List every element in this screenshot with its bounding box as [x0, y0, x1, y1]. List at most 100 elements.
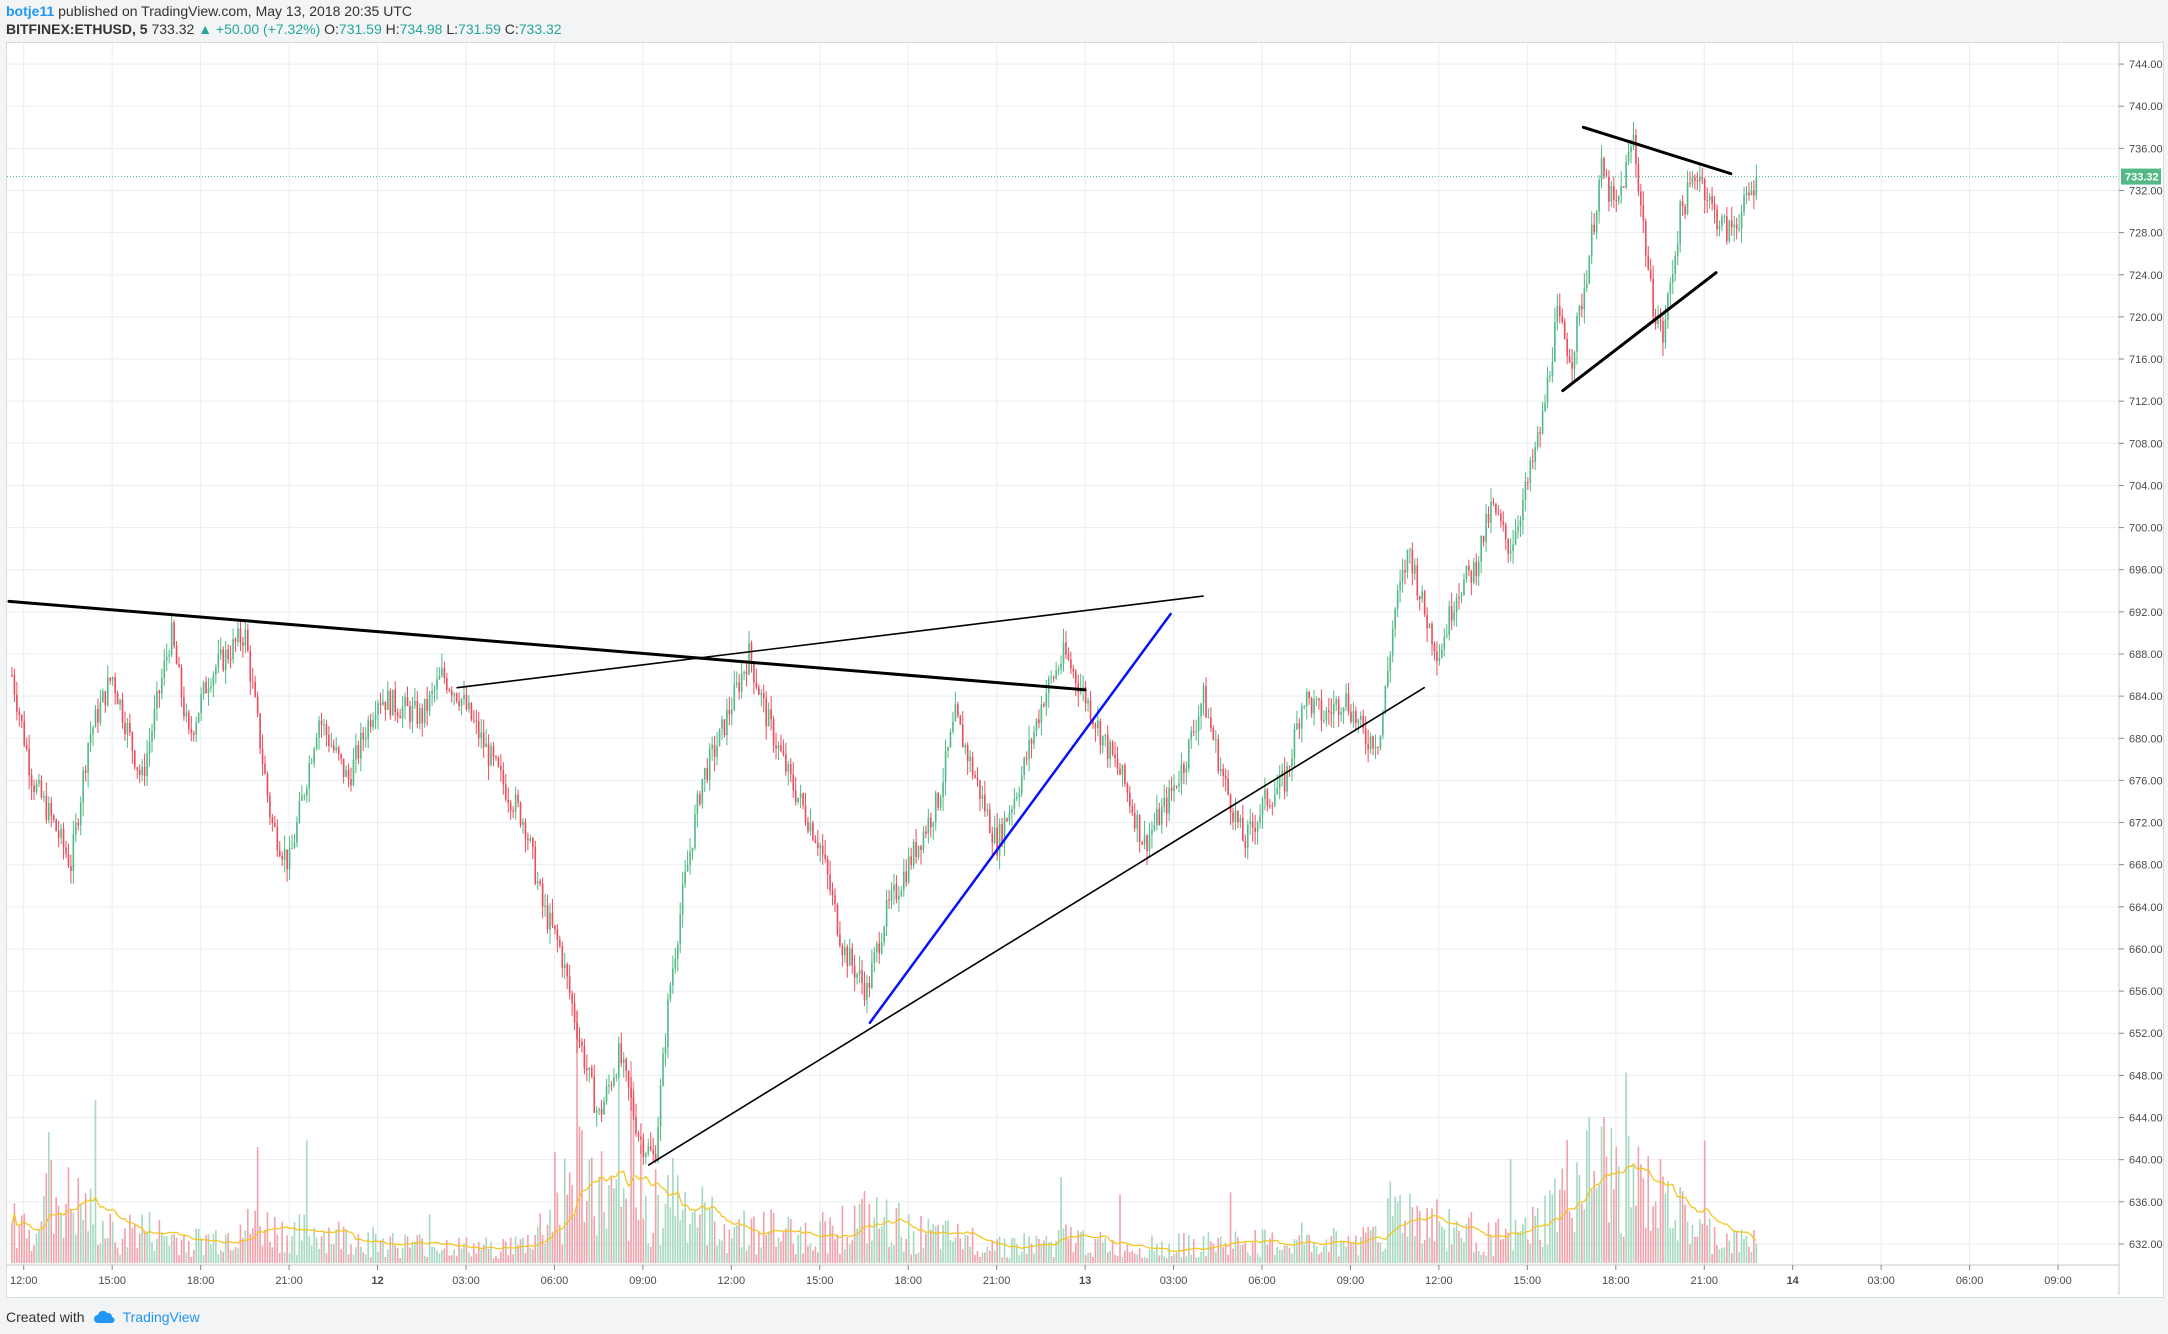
volume-bar	[244, 1230, 247, 1263]
candle-body	[1482, 535, 1485, 543]
volume-bar	[600, 1151, 603, 1263]
volume-bar	[460, 1248, 463, 1263]
time-tick-label: 15:00	[806, 1275, 834, 1287]
volume-bar	[539, 1213, 541, 1263]
time-tick-label: 14	[1787, 1275, 1800, 1287]
candle-body	[672, 968, 674, 986]
volume-bar	[1477, 1251, 1480, 1263]
candle-body	[735, 682, 738, 685]
time-axis[interactable]: 12:00 15:00 18:00 21:00 12 03:00 06:00 09:00 12:…	[7, 1264, 2119, 1287]
volume-bar	[389, 1236, 392, 1263]
candle-body	[1625, 161, 1627, 188]
candle-body	[1701, 176, 1704, 180]
volume-bar	[13, 1203, 16, 1263]
candle-body	[1664, 319, 1667, 343]
volume-bar	[1057, 1230, 1060, 1263]
candle-body	[1121, 764, 1124, 775]
volume-bar	[1153, 1251, 1156, 1263]
candle-body	[536, 881, 539, 884]
volume-bar	[308, 1236, 311, 1263]
volume-bar	[1541, 1246, 1544, 1263]
candle-body	[330, 745, 333, 747]
candle-body	[278, 850, 281, 857]
volume-bar	[588, 1159, 591, 1263]
candle-body	[1192, 731, 1195, 733]
candle-body	[767, 709, 770, 727]
volume-ma-line	[11, 1163, 1757, 1253]
candle-body	[1305, 691, 1308, 707]
volume-bar	[1571, 1217, 1573, 1263]
volume-bar	[463, 1243, 465, 1263]
candle-body	[1337, 699, 1340, 715]
candle-body	[369, 720, 372, 727]
volume-bar	[1696, 1236, 1699, 1263]
candle-body	[622, 1058, 625, 1064]
candle-body	[1414, 565, 1416, 574]
trendline	[647, 686, 1425, 1166]
volume-bar	[450, 1255, 453, 1263]
volume-bar	[1691, 1224, 1694, 1263]
candle-body	[480, 732, 483, 739]
candle-body	[966, 745, 969, 762]
volume-bar	[758, 1231, 760, 1263]
time-tick-label: 12	[371, 1275, 383, 1287]
candle-body	[1364, 728, 1367, 745]
chart-frame[interactable]: 744.00 740.00 736.00 732.00 728.00 724.00 720.…	[6, 42, 2164, 1298]
volume-bar	[1065, 1224, 1067, 1263]
candle-body	[1576, 316, 1578, 352]
candle-body	[433, 689, 436, 691]
candle-body	[944, 750, 947, 782]
price-axis[interactable]: 744.00 740.00 736.00 732.00 728.00 724.00 720.…	[2118, 43, 2163, 1295]
candle-body	[212, 674, 215, 687]
volume-bar	[699, 1214, 701, 1263]
candle-body	[986, 809, 989, 812]
volume-bar	[72, 1212, 75, 1263]
candle-body	[885, 899, 888, 928]
candle-body	[1328, 710, 1330, 713]
price-chart[interactable]: 744.00 740.00 736.00 732.00 728.00 724.00 720.…	[7, 43, 2163, 1297]
candle-body	[492, 746, 495, 757]
candle-body	[785, 754, 787, 772]
volume-bar	[1190, 1254, 1193, 1263]
candle-body	[1642, 205, 1645, 222]
candle-body	[409, 705, 411, 722]
candle-body	[158, 690, 161, 694]
open-value: 731.59	[338, 21, 382, 37]
candle-body	[283, 849, 286, 860]
candle-body	[1502, 521, 1505, 525]
candle-body	[1735, 224, 1738, 229]
candle-body	[809, 822, 812, 832]
candle-body	[554, 925, 556, 930]
candle-body	[1057, 669, 1060, 671]
volume-bar	[534, 1234, 537, 1263]
candle-body	[947, 746, 949, 751]
candle-body	[1055, 670, 1057, 679]
candle-body	[276, 826, 279, 851]
time-tick-label: 03:00	[1160, 1275, 1188, 1287]
candle-body	[1227, 778, 1229, 795]
volume-bar	[821, 1211, 824, 1263]
volume-bar	[1728, 1240, 1731, 1263]
trendline-drawings[interactable]	[7, 125, 1733, 1166]
volume-bar	[1546, 1244, 1549, 1263]
volume-bar	[711, 1196, 713, 1263]
candle-body	[824, 854, 826, 859]
candle-body	[151, 731, 153, 743]
volume-bar	[1227, 1254, 1229, 1263]
author-link[interactable]: botje11	[6, 3, 55, 19]
candle-body	[274, 822, 276, 827]
volume-bar	[551, 1231, 554, 1263]
volume-bar	[259, 1226, 261, 1263]
candle-body	[1308, 691, 1310, 699]
volume-bar	[844, 1249, 846, 1263]
candle-body	[910, 856, 912, 865]
volume-bar	[1352, 1243, 1355, 1263]
volume-bar	[1492, 1255, 1495, 1263]
candle-body	[1406, 549, 1409, 573]
volume-bar	[151, 1241, 153, 1263]
tradingview-link[interactable]: TradingView	[122, 1309, 200, 1325]
candle-body	[598, 1108, 600, 1111]
volume-bar	[1043, 1240, 1045, 1263]
candle-body	[1436, 651, 1438, 661]
volume-bar	[1468, 1217, 1470, 1263]
